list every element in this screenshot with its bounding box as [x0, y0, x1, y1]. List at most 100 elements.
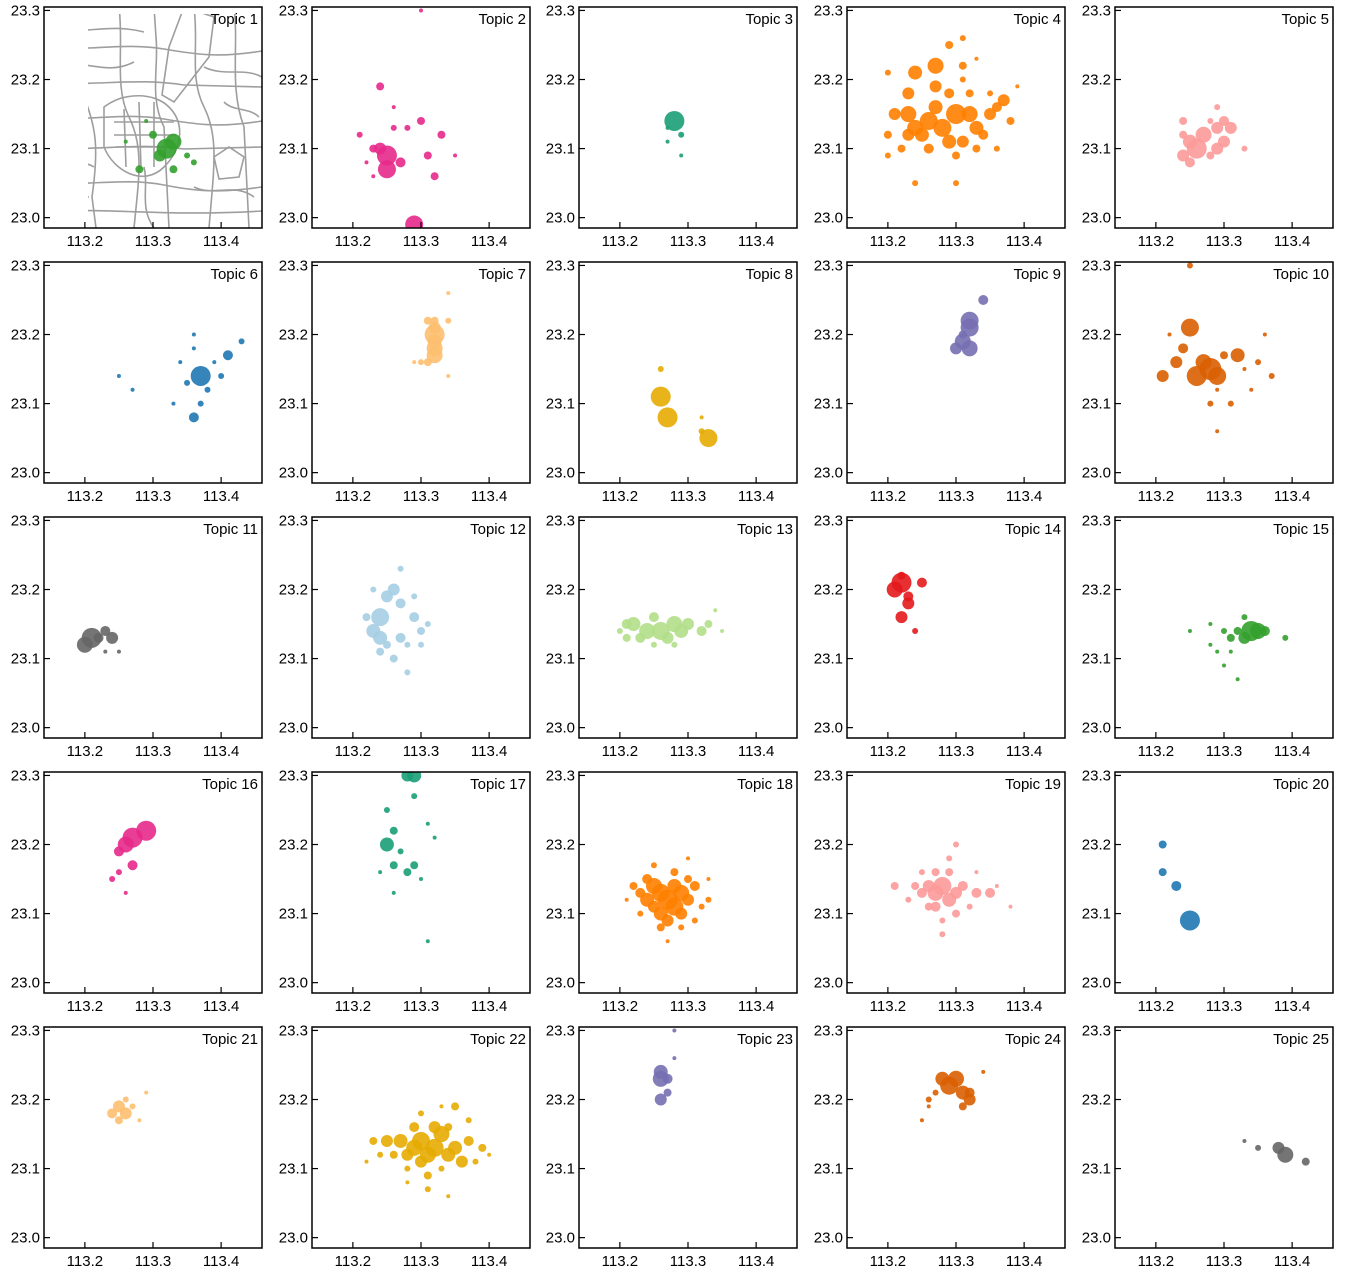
topic-panel: Topic 1 113.2 113.3 113.4 23.0 23.1 23.2 23.3	[11, 2, 263, 250]
topic-point	[1214, 104, 1221, 111]
topic-point	[691, 917, 698, 924]
road-line	[203, 66, 263, 78]
road-line	[194, 697, 254, 707]
topic-point	[389, 654, 398, 663]
road-line	[1190, 517, 1210, 738]
y-tick-label: 23.0	[279, 1230, 308, 1247]
road-line	[759, 612, 794, 627]
road-network	[579, 7, 797, 228]
road-line	[1265, 1027, 1285, 1248]
road-line	[584, 867, 605, 912]
road-line	[472, 832, 530, 842]
road-line	[312, 401, 530, 404]
topic-points	[107, 1090, 149, 1125]
road-line	[957, 1027, 972, 1248]
road-line	[847, 466, 1065, 468]
road-line	[579, 1202, 797, 1211]
road-line	[1115, 592, 1333, 597]
road-line	[697, 262, 749, 357]
road-line	[729, 1027, 749, 1248]
road-line	[847, 437, 1065, 446]
topic-points	[412, 291, 452, 378]
topic-point	[395, 157, 406, 168]
topic-point	[382, 640, 391, 649]
road-line	[312, 371, 530, 380]
topic-point	[987, 90, 994, 97]
road-line	[44, 792, 144, 797]
topic-point	[171, 401, 176, 406]
road-line	[1125, 62, 1205, 68]
topic-point	[933, 118, 952, 137]
road-line	[847, 692, 1065, 701]
x-tick-label: 113.4	[738, 233, 774, 250]
panel-title: Topic 25	[1273, 1031, 1329, 1048]
panel-title: Topic 16	[202, 776, 258, 793]
road-line	[1135, 7, 1167, 228]
topic-point	[884, 69, 891, 76]
road-line	[312, 46, 530, 55]
topic-point	[415, 1155, 427, 1168]
topic-point	[401, 1148, 414, 1161]
topic-point	[930, 901, 941, 912]
road-line	[609, 442, 624, 467]
road-line	[462, 7, 482, 228]
road-line	[599, 7, 631, 228]
panel-title: Topic 9	[1013, 266, 1061, 283]
road-line	[579, 1102, 797, 1107]
road-line	[599, 1027, 631, 1248]
topic-point	[1249, 387, 1254, 392]
panel-frame	[311, 771, 531, 994]
road-line	[44, 337, 262, 342]
road-line	[697, 7, 749, 102]
topic-point	[424, 1186, 431, 1193]
road-line	[689, 1027, 704, 1248]
topic-points	[123, 118, 197, 174]
x-tick-label: 113.4	[471, 1253, 507, 1269]
road-line	[462, 262, 482, 483]
y-tick-label: 23.2	[814, 837, 843, 854]
topic-point	[971, 887, 982, 898]
road-network	[44, 262, 262, 483]
road-line	[1115, 82, 1333, 87]
x-tick-label: 113.3	[1206, 488, 1242, 505]
road-line	[1115, 46, 1333, 55]
road-line	[852, 357, 873, 402]
topic-point	[116, 373, 121, 378]
road-line	[317, 1122, 338, 1167]
topic-point	[1208, 642, 1213, 647]
road-line	[997, 1207, 1057, 1217]
panel-title: Topic 24	[1005, 1031, 1061, 1048]
topic-panel: Topic 14 113.2 113.3 113.4 23.0 23.1 23.2 23.3	[814, 512, 1066, 760]
road-line	[1185, 102, 1247, 169]
road-line	[1305, 262, 1320, 483]
road-line	[234, 772, 249, 993]
road-line	[1275, 322, 1333, 332]
panel-title: Topic 5	[1281, 11, 1329, 28]
road-line	[312, 1102, 530, 1107]
road-line	[579, 211, 797, 213]
road-line	[412, 422, 422, 483]
topic-point	[404, 1165, 411, 1172]
road-line	[162, 262, 214, 357]
road-line	[1115, 211, 1333, 213]
road-line	[1190, 772, 1210, 993]
topic-points	[76, 625, 121, 654]
road-line	[193, 186, 255, 198]
topic-point	[418, 641, 424, 648]
x-tick-label: 113.3	[1206, 998, 1242, 1015]
road-line	[1115, 1066, 1333, 1075]
road-line	[1115, 1136, 1333, 1145]
road-line	[342, 442, 357, 467]
road-line	[847, 947, 1065, 956]
topic-point	[883, 130, 892, 139]
topic-point	[964, 1087, 975, 1098]
road-line	[1265, 442, 1325, 452]
x-tick-label: 113.3	[135, 488, 171, 505]
topic-point	[958, 330, 967, 339]
road-line	[1190, 1027, 1210, 1248]
y-tick-label: 23.3	[11, 512, 40, 529]
y-tick-label: 23.0	[11, 465, 40, 482]
road-line	[119, 1027, 139, 1248]
topic-point	[671, 641, 678, 648]
road-line	[1265, 952, 1325, 962]
